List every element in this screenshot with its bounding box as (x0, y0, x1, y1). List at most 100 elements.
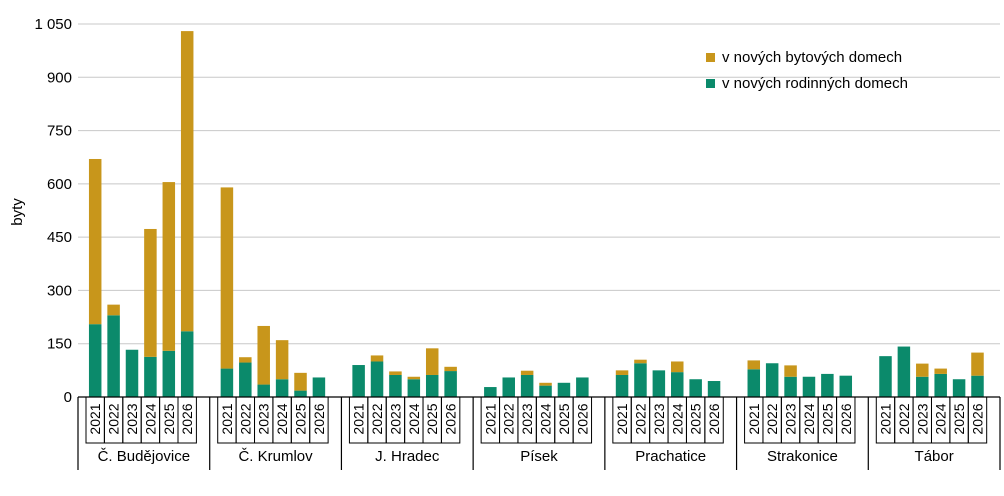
x-tick-label: 2022 (106, 403, 122, 434)
x-tick-label: 2021 (219, 403, 235, 434)
legend-swatch-bytove (706, 53, 715, 62)
group-label: Strakonice (767, 448, 838, 465)
bar-rodinne (389, 374, 402, 397)
bar-bytove (162, 182, 176, 351)
bar-bytove (294, 372, 307, 391)
group-label: Písek (520, 448, 558, 465)
y-tick-label: 0 (64, 389, 72, 406)
bar-bytove (407, 376, 421, 380)
x-tick-label: 2021 (482, 403, 498, 434)
x-tick-label: 2023 (783, 403, 799, 434)
legend: v nových bytových domech v nových rodinn… (706, 49, 908, 92)
bar-bytove (370, 355, 384, 362)
bar-rodinne (520, 374, 534, 397)
bar-bytove (520, 370, 534, 375)
y-tick-label: 450 (47, 229, 72, 246)
bar-rodinne (879, 356, 892, 397)
group-label: Č. Budějovice (98, 448, 191, 465)
y-axis-title: byty (9, 198, 26, 226)
bar-bytove (107, 304, 120, 316)
bar-rodinne (239, 362, 252, 397)
y-tick-label: 750 (47, 123, 72, 140)
x-tick-label: 2025 (556, 403, 572, 434)
legend-label-bytove: v nových bytových domech (722, 49, 902, 66)
bar-rodinne (275, 379, 289, 397)
x-tick-box (704, 396, 724, 444)
bar-bytove (425, 348, 439, 375)
x-tick-label: 2021 (614, 403, 630, 434)
bar-rodinne (220, 368, 234, 397)
x-tick-label: 2024 (142, 403, 158, 434)
bar-bytove (615, 370, 629, 375)
x-tick-box (177, 396, 197, 444)
bar-rodinne (971, 375, 984, 397)
y-tick-label: 900 (47, 69, 72, 86)
x-tick-label: 2023 (519, 403, 535, 434)
bar-bytove (747, 360, 761, 370)
bar-rodinne (88, 324, 102, 397)
group-label: Prachatice (635, 448, 706, 465)
bar-rodinne (802, 376, 816, 397)
x-tick-label: 2024 (933, 403, 949, 434)
x-tick-label: 2024 (801, 403, 817, 434)
bar-bytove (275, 340, 289, 380)
x-tick-label: 2023 (914, 403, 930, 434)
x-tick-label: 2025 (293, 403, 309, 434)
bar-rodinne (707, 381, 721, 397)
bar-bytove (539, 382, 552, 386)
bar-rodinne (539, 385, 552, 397)
x-tick-label: 2025 (819, 403, 835, 434)
bar-rodinne (765, 363, 779, 397)
x-tick-label: 2024 (274, 403, 290, 434)
x-tick-label: 2022 (896, 403, 912, 434)
bar-rodinne (294, 390, 307, 397)
x-tick-label: 2021 (351, 403, 367, 434)
bar-rodinne (784, 376, 797, 397)
bar-rodinne (502, 377, 515, 397)
bar-bytove (634, 359, 647, 364)
x-tick-box (836, 396, 856, 444)
bar-rodinne (934, 373, 947, 397)
bar-bytove (88, 158, 102, 325)
bar-bytove (180, 31, 194, 332)
group-label: J. Hradec (375, 448, 440, 465)
bar-bytove (971, 352, 984, 376)
bars (88, 31, 984, 397)
x-tick-box (967, 396, 988, 444)
x-tick-label: 2024 (669, 403, 685, 434)
bar-bytove (916, 363, 929, 377)
bar-rodinne (370, 361, 384, 397)
x-tick-label: 2021 (87, 403, 103, 434)
y-tick-label: 150 (47, 336, 72, 353)
bar-rodinne (257, 384, 270, 397)
bar-rodinne (425, 374, 439, 397)
x-tick-label: 2025 (161, 403, 177, 434)
bar-rodinne (897, 346, 911, 397)
bar-bytove (239, 357, 252, 363)
bar-rodinne (652, 370, 666, 397)
bar-rodinne (444, 371, 457, 397)
x-tick-label: 2024 (406, 403, 422, 434)
x-tick-label: 2023 (124, 403, 140, 434)
bar-rodinne (689, 379, 702, 397)
x-tick-label: 2025 (951, 403, 967, 434)
bar-rodinne (484, 387, 497, 397)
bar-rodinne (821, 373, 834, 397)
bar-rodinne (107, 315, 120, 397)
x-tick-label: 2026 (311, 403, 327, 434)
bar-rodinne (312, 377, 326, 397)
bar-bytove (671, 361, 684, 373)
legend-swatch-rodinne (706, 79, 715, 88)
x-tick-label: 2023 (651, 403, 667, 434)
x-tick-label: 2026 (838, 403, 854, 434)
x-tick-label: 2021 (877, 403, 893, 434)
bar-rodinne (144, 356, 157, 397)
x-tick-label: 2023 (387, 403, 403, 434)
bar-bytove (934, 368, 947, 374)
bar-bytove (144, 228, 157, 357)
bar-rodinne (747, 369, 761, 397)
x-tick-label: 2026 (706, 403, 722, 434)
x-tick-label: 2024 (538, 403, 554, 434)
